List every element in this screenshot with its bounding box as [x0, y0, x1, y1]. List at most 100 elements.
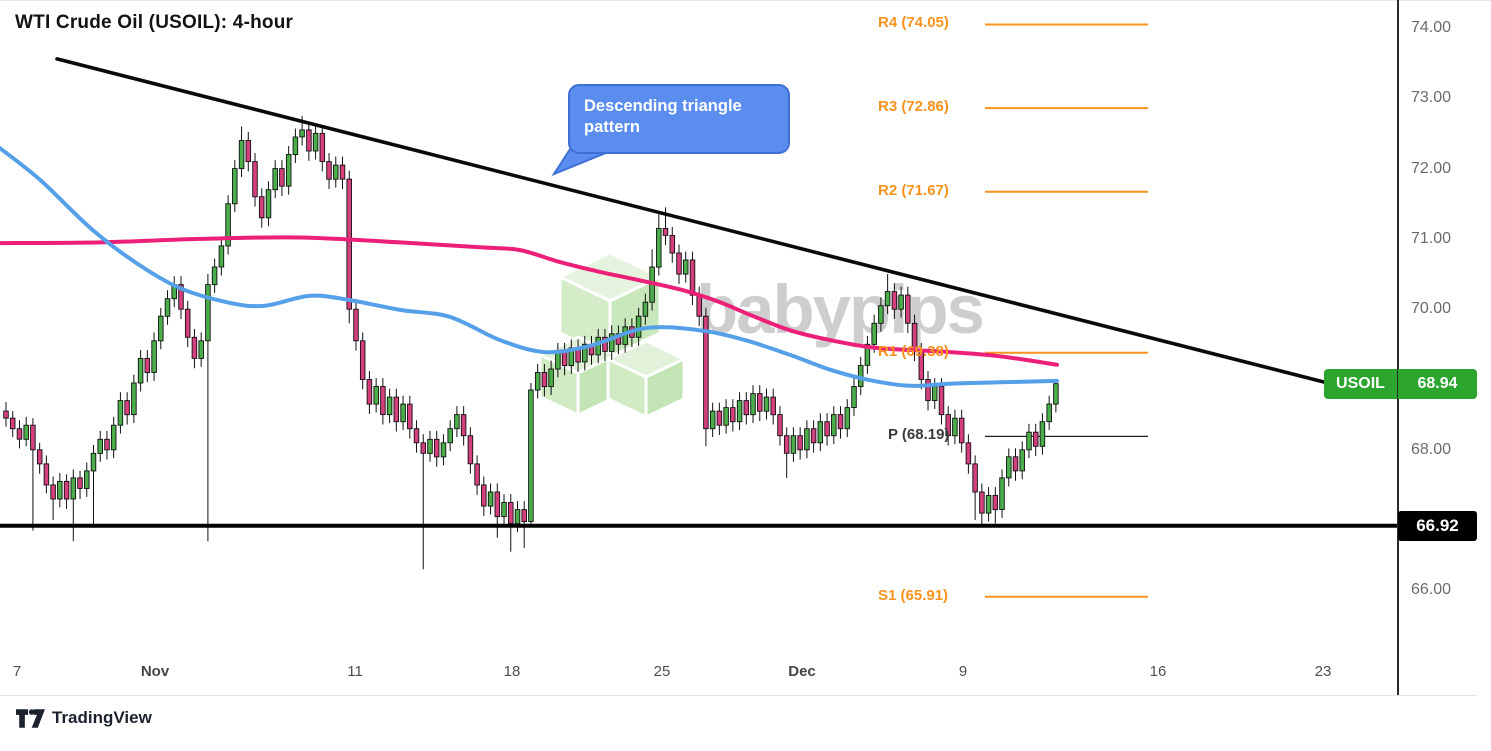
candle	[804, 428, 810, 451]
candle	[265, 189, 272, 219]
candle	[736, 400, 743, 423]
candle	[211, 266, 218, 286]
candle	[306, 129, 312, 152]
candle	[615, 333, 622, 345]
candle	[514, 509, 521, 525]
time-axis-label: Dec	[788, 663, 816, 680]
candle	[131, 382, 137, 416]
candle	[494, 491, 501, 518]
candle	[555, 350, 561, 370]
support-price-label: 66.92	[1398, 511, 1477, 541]
candle	[427, 438, 433, 454]
candle	[662, 227, 669, 236]
candle	[245, 140, 252, 163]
candle	[117, 400, 124, 426]
candle	[844, 407, 851, 430]
candle	[945, 414, 951, 437]
candle	[420, 442, 427, 454]
candle	[400, 403, 406, 423]
candle	[460, 414, 467, 437]
candle	[1032, 431, 1039, 447]
candle	[992, 495, 999, 511]
candle	[16, 428, 23, 440]
candle	[373, 386, 379, 405]
candle	[790, 435, 797, 454]
callout-text-line2: pattern	[584, 118, 640, 136]
pivot-label-s1: S1 (65.91)	[878, 586, 949, 604]
candle	[1019, 449, 1025, 472]
fast-ma-line[interactable]	[0, 146, 1059, 388]
candle	[299, 129, 305, 138]
candle	[218, 245, 225, 268]
candle	[84, 470, 90, 489]
candle	[285, 154, 292, 187]
candle	[703, 315, 709, 430]
candle	[124, 400, 130, 416]
candle	[750, 393, 756, 416]
pattern-callout[interactable]: Descending triangle pattern	[568, 84, 790, 154]
candle	[709, 410, 716, 430]
candle	[730, 407, 736, 423]
candle	[635, 315, 642, 338]
time-axis-border	[0, 695, 1477, 696]
attribution-text: TradingView	[52, 708, 152, 727]
price-axis-label: 73.00	[1411, 89, 1452, 107]
candle	[979, 491, 985, 514]
candle	[1053, 383, 1059, 405]
candle	[151, 340, 157, 373]
time-axis-label: 16	[1149, 663, 1167, 680]
candle	[359, 340, 366, 380]
candle	[279, 168, 285, 187]
candle	[191, 336, 198, 359]
tradingview-attribution[interactable]: TradingView	[16, 708, 152, 728]
candle	[837, 414, 844, 430]
candle	[158, 315, 164, 342]
candle	[164, 298, 171, 317]
time-axis-label: 23	[1314, 663, 1332, 680]
candle	[386, 396, 393, 416]
time-axis-label: 11	[347, 663, 363, 680]
candle	[333, 164, 339, 180]
candle	[178, 284, 184, 310]
candle	[891, 291, 898, 310]
price-axis-label: 70.00	[1411, 300, 1452, 318]
candle	[407, 403, 413, 430]
candle	[144, 357, 151, 373]
slow-ma-line[interactable]	[0, 235, 1059, 367]
candle	[467, 435, 474, 465]
candle	[743, 400, 750, 416]
candle	[23, 424, 29, 440]
candle	[9, 417, 16, 430]
candle	[783, 435, 790, 454]
candle	[898, 294, 904, 310]
pivot-label-r3: R3 (72.86)	[878, 98, 949, 116]
candle	[958, 417, 965, 444]
candle	[447, 428, 453, 444]
candle	[757, 393, 763, 412]
candle	[3, 410, 9, 419]
candle	[272, 168, 278, 191]
pivot-label-r4: R4 (74.05)	[878, 14, 949, 32]
candle	[232, 168, 238, 205]
candle	[602, 336, 608, 352]
candle	[1046, 403, 1052, 423]
descending-trendline[interactable]	[55, 57, 1360, 393]
candle	[1039, 421, 1046, 447]
candle	[938, 386, 945, 416]
candle	[528, 389, 534, 522]
candle	[716, 410, 723, 426]
time-axis-label: 7	[12, 663, 22, 680]
candle	[548, 368, 554, 388]
candle	[824, 421, 830, 437]
candle	[258, 196, 265, 219]
candle	[965, 442, 972, 465]
candle	[676, 252, 682, 275]
candle	[1026, 431, 1032, 451]
candle	[110, 424, 117, 451]
candle	[353, 308, 359, 342]
candle	[925, 379, 931, 402]
candle	[63, 480, 70, 500]
candle	[97, 438, 103, 454]
